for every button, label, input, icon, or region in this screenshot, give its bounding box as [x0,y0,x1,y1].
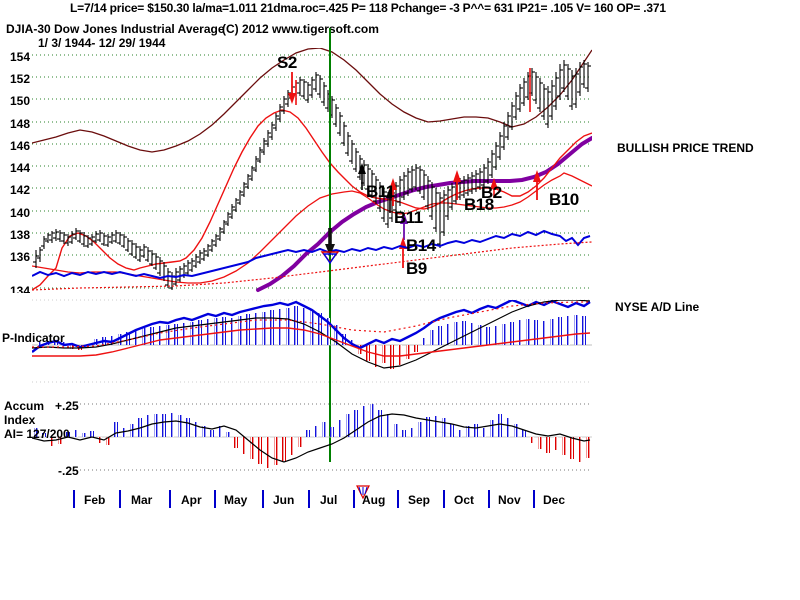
ma-red-line [32,109,592,291]
y-tick-154: 154 [9,50,30,64]
x-tick-may: May [224,493,248,507]
y-tick-148: 148 [9,117,30,131]
arrow-b11-a-up [358,163,366,190]
x-tick-mar: Mar [131,493,153,507]
y-tick-138: 138 [9,228,30,242]
accum-scale-plus: +.25 [55,399,79,413]
symbol-title: DJIA-30 Dow Jones Industrial Average [6,22,225,36]
y-tick-134: 134 [9,284,30,293]
y-tick-146: 146 [9,139,30,153]
y-tick-144: 144 [9,161,30,175]
y-tick-140: 140 [9,206,30,220]
arrow-b18-up [389,178,397,206]
signal-label-b14: B14 [406,236,436,255]
date-range-label: 1/ 3/ 1944- 12/ 29/ 1944 [38,36,166,50]
p-indicator-label: P-Indicator [2,331,65,345]
x-tick-aug: Aug [362,493,386,507]
p-indicator-smoothing-black [32,300,591,369]
p-indicator-panel [32,299,592,383]
x-tick-dec: Dec [543,493,566,507]
y-tick-142: 142 [9,183,30,197]
signal-label-b11-a: B11 [366,182,395,201]
ad-line-dotted-red [32,241,592,291]
x-tick-sep: Sep [408,493,431,507]
p-indicator-histogram-negative [70,345,418,369]
upper-band-maroon [32,48,592,153]
arrow-b14-up [400,212,408,240]
cursor-down-arrow-marker [320,228,340,265]
signal-label-b9: B9 [406,259,427,278]
arrow-extra-red-a [490,178,498,198]
ad-line-panel-blue [32,300,591,353]
index-label: Index [4,413,36,427]
nyse-ad-line-label: NYSE A/D Line [615,300,700,314]
signal-label-b2: B2 [481,183,502,202]
x-tick-apr: Apr [181,493,202,507]
accum-index-panel [32,403,592,471]
y-tick-152: 152 [9,72,30,86]
arrow-b2-up [453,170,461,200]
arrow-s2-down [288,72,296,104]
accum-histogram-negative [50,437,590,468]
x-tick-feb: Feb [84,493,106,507]
accum-smoothing-black [32,413,591,463]
p-indicator-dotted-red [32,301,590,348]
x-tick-oct: Oct [454,493,475,507]
signal-label-b11-b: B11 [394,208,423,227]
arrow-b10-up [533,170,541,200]
ai-value-label: AI= 127/200 [4,427,70,441]
x-tick-jun: Jun [273,493,295,507]
month-axis-ticks [73,490,535,508]
signal-label-b18: B18 [464,195,494,214]
signal-label-b10: B10 [549,190,579,209]
accum-scale-minus: -.25 [58,464,79,478]
nyse-ad-line-blue [32,229,591,280]
accum-label: Accum [4,399,45,413]
y-tick-136: 136 [9,250,30,264]
copyright-text: (C) 2012 www.tigersoft.com [222,22,379,36]
bullish-trend-label: BULLISH PRICE TREND [617,141,754,155]
header-stats-line: L=7/14 price= $150.30 la/ma=1.011 21dma.… [70,1,666,15]
arrow-b11-b-up [386,187,394,213]
aug-marker-icon [356,485,370,500]
y-tick-150: 150 [9,94,30,108]
signal-label-s2: S2 [277,53,297,72]
x-tick-nov: Nov [498,493,521,507]
accum-histogram-positive [34,404,526,437]
p-indicator-envelope-red [32,327,591,357]
x-tick-jul: Jul [320,493,338,507]
lower-envelope-red [32,172,592,284]
